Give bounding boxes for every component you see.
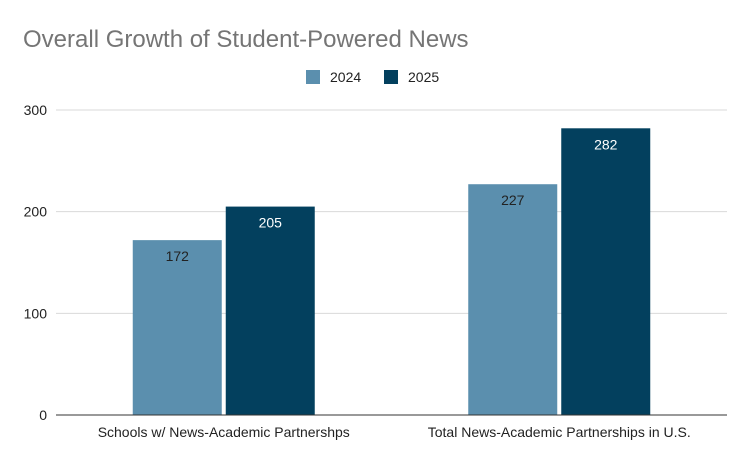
legend-label-2025: 2025 (408, 69, 439, 85)
y-tick-label-200: 200 (24, 204, 48, 220)
x-axis-labels: Schools w/ News-Academic Partnershps Tota… (98, 424, 691, 440)
y-tick-label-100: 100 (24, 305, 48, 321)
x-category-label-2: Total News-Academic Partnerships in U.S. (428, 424, 691, 440)
data-labels: 172 205 227 282 (166, 136, 618, 264)
x-category-label-1: Schools w/ News-Academic Partnershps (98, 424, 350, 440)
bars (132, 128, 651, 416)
chart-title: Overall Growth of Student-Powered News (23, 26, 469, 53)
legend-swatch-2024 (306, 70, 320, 84)
legend-item-2025: 2025 (384, 69, 439, 85)
y-tick-label-0: 0 (39, 407, 47, 423)
data-label-2025-2: 282 (594, 136, 618, 152)
data-label-2024-1: 172 (166, 248, 190, 264)
legend: 2024 2025 (306, 69, 439, 85)
legend-item-2024: 2024 (306, 69, 361, 85)
data-label-2025-1: 205 (259, 215, 283, 231)
bar-2024-2 (468, 184, 558, 415)
legend-label-2024: 2024 (330, 69, 361, 85)
legend-swatch-2025 (384, 70, 398, 84)
y-tick-label-300: 300 (24, 102, 48, 118)
data-label-2024-2: 227 (501, 192, 525, 208)
bar-2024-1 (132, 240, 222, 415)
y-axis-ticks: 0 100 200 300 (24, 102, 48, 423)
bar-2025-1 (225, 206, 315, 415)
bar-2025-2 (561, 128, 651, 416)
